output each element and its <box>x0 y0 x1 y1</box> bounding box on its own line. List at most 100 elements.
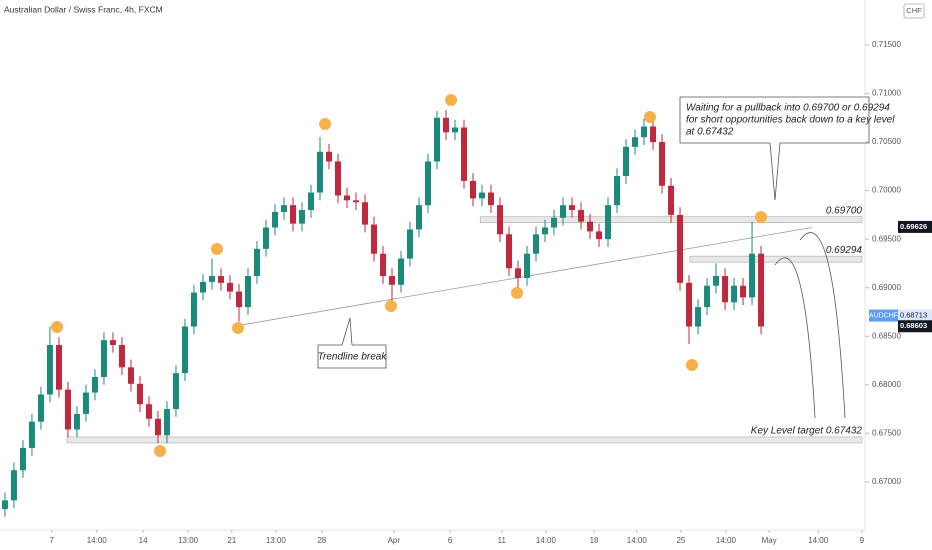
candle-body <box>64 389 71 430</box>
candle-body <box>19 447 26 471</box>
candle-body <box>280 205 287 212</box>
candle-body <box>325 151 332 162</box>
candle-body <box>479 192 486 199</box>
candle-body <box>722 276 729 303</box>
candle-body <box>560 205 567 218</box>
candle-body <box>605 205 612 240</box>
candle-body <box>118 344 125 368</box>
projection-arrow <box>774 257 816 419</box>
candle-body <box>488 192 495 206</box>
candle-body <box>73 413 80 430</box>
price-badge-label: 0.68713 <box>900 311 927 320</box>
price-badge-label: 0.69626 <box>900 222 927 231</box>
candle-body <box>172 373 179 410</box>
candle-body <box>406 229 413 259</box>
y-tick-label: 0.69000 <box>872 283 901 292</box>
candle-body <box>199 281 206 293</box>
candle-body <box>253 248 260 277</box>
y-tick-label: 0.68500 <box>872 331 901 340</box>
candle-body <box>37 394 44 422</box>
candle-body <box>443 117 450 133</box>
x-tick-label: 14:00 <box>536 536 557 545</box>
candle-body <box>542 227 549 235</box>
candle-body <box>352 200 359 203</box>
candle-body <box>749 253 756 298</box>
candle-body <box>632 137 639 147</box>
candle-body <box>316 151 323 193</box>
x-tick-label: 28 <box>317 536 326 545</box>
candle-body <box>524 253 531 278</box>
candle-body <box>379 253 386 277</box>
chart-title: Australian Dollar / Swiss Franc, 4h, FXC… <box>4 4 163 14</box>
x-tick-label: 6 <box>448 536 453 545</box>
candle-body <box>289 205 296 224</box>
candle-body <box>470 180 477 199</box>
candle-body <box>641 126 648 138</box>
x-tick-label: 14 <box>139 536 148 545</box>
candle-body <box>343 195 350 201</box>
x-tick-label: 21 <box>227 536 236 545</box>
level-label: Key Level target 0.67432 <box>751 426 863 437</box>
note-line: at 0.67432 <box>686 127 734 138</box>
x-tick-label: 14:00 <box>627 536 648 545</box>
y-tick-label: 0.69500 <box>872 234 901 243</box>
candle-body <box>587 221 594 232</box>
candle-body <box>271 211 278 228</box>
candle-body <box>136 383 143 405</box>
x-tick-label: 7 <box>50 536 55 545</box>
candle-body <box>145 404 152 419</box>
candle-body <box>740 285 747 298</box>
x-tick-label: 14:00 <box>87 536 108 545</box>
candle-body <box>1 500 8 510</box>
level-zone <box>66 436 863 444</box>
callout-text: Trendline break <box>318 352 388 363</box>
note-line: for short opportunities back down to a k… <box>686 115 895 126</box>
candle-body <box>650 126 657 143</box>
x-tick-label: 14:00 <box>808 536 829 545</box>
candle-body <box>758 253 765 327</box>
candle-body <box>461 127 468 181</box>
candle-body <box>551 217 558 228</box>
candle-body <box>695 307 702 327</box>
price-badge <box>898 320 932 333</box>
candle-body <box>731 285 738 303</box>
y-tick-label: 0.70000 <box>872 186 901 195</box>
symbol-badge <box>869 309 898 322</box>
candle-body <box>388 276 395 285</box>
candle-body <box>434 117 441 162</box>
candle-body <box>10 470 17 501</box>
x-tick-label: 25 <box>676 536 685 545</box>
x-tick-label: 9 <box>860 536 865 545</box>
candle-body <box>713 276 720 286</box>
x-tick-label: 13:00 <box>178 536 199 545</box>
candle-body <box>596 231 603 240</box>
y-tick-label: 0.71500 <box>872 40 901 49</box>
candle-body <box>515 268 522 278</box>
candle-body <box>533 234 540 254</box>
candle-body <box>208 276 215 282</box>
candle-body <box>424 161 431 206</box>
y-tick-label: 0.70500 <box>872 137 901 146</box>
y-tick-label: 0.67500 <box>872 428 901 437</box>
y-tick-label: 0.68000 <box>872 380 901 389</box>
x-tick-label: 13:00 <box>266 536 287 545</box>
x-tick-label: 18 <box>590 536 599 545</box>
candle-body <box>307 192 314 211</box>
candle-body <box>55 344 62 390</box>
candle-body <box>704 285 711 308</box>
price-badge <box>898 309 932 322</box>
swing-markers <box>51 94 767 457</box>
candle-body <box>452 127 459 133</box>
candle-body <box>82 392 89 414</box>
candle-body <box>181 326 188 374</box>
level-label: 0.69700 <box>826 205 863 216</box>
candle-body <box>127 367 134 384</box>
candle-body <box>28 421 35 448</box>
candle-body <box>361 202 368 225</box>
candle-body <box>686 282 693 327</box>
candle-body <box>506 234 513 269</box>
candle-body <box>190 292 197 327</box>
candle-body <box>677 214 684 283</box>
candle-body <box>109 340 116 345</box>
